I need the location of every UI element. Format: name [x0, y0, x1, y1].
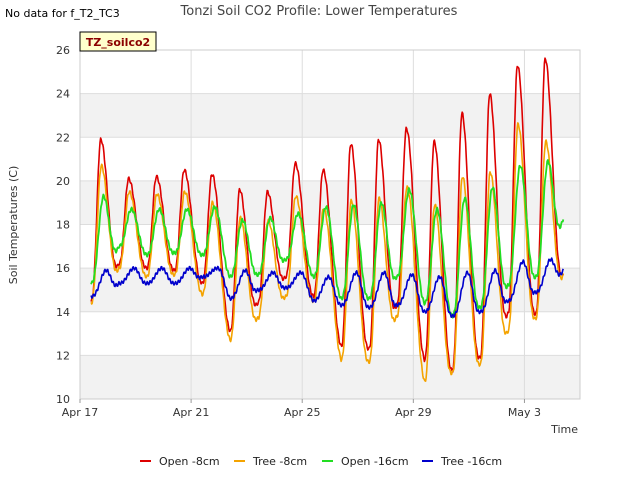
- x-tick-label: Apr 17: [62, 406, 99, 419]
- series-line-tree-16cm: [90, 257, 565, 318]
- x-tick-label: Apr 25: [284, 406, 321, 419]
- series-lines: [90, 57, 565, 382]
- legend: Open -8cm Tree -8cm Open -16cm Tree -16cm: [140, 455, 502, 468]
- series-line-tree-8cm: [90, 122, 565, 382]
- no-data-note: No data for f_T2_TC3: [5, 7, 120, 20]
- y-tick-label: 24: [56, 88, 70, 101]
- y-tick-label: 18: [56, 219, 70, 232]
- x-tick-label: Apr 21: [173, 406, 210, 419]
- x-tick-label: Apr 29: [395, 406, 432, 419]
- series-line-open-16cm: [90, 159, 565, 319]
- x-axis-label: Time: [550, 423, 578, 436]
- plot-frame: [79, 49, 581, 400]
- x-tick-label: May 3: [508, 406, 541, 419]
- y-tick-label: 20: [56, 175, 70, 188]
- site-badge-box: [79, 31, 157, 52]
- y-tick-label: 12: [56, 349, 70, 362]
- site-badge-label: TZ_soilco2: [86, 36, 150, 49]
- y-tick-label: 26: [56, 44, 70, 57]
- series-line-open-8cm: [90, 57, 565, 373]
- grid-band: [80, 355, 580, 399]
- legend-item: Open -8cm: [140, 455, 220, 468]
- y-axis-label: Soil Temperatures (C): [7, 166, 20, 285]
- grid-band: [80, 268, 580, 312]
- chart-title: Tonzi Soil CO2 Profile: Lower Temperatur…: [180, 4, 458, 19]
- legend-label: Open -16cm: [341, 455, 409, 468]
- y-tick-label: 10: [56, 393, 70, 406]
- legend-label: Open -8cm: [159, 455, 220, 468]
- x-axis-ticks: Apr 17 Apr 21 Apr 25 Apr 29 May 3: [62, 399, 541, 419]
- site-badge: TZ_soilco2: [79, 31, 157, 52]
- legend-item: Tree -16cm: [422, 455, 502, 468]
- y-tick-label: 22: [56, 131, 70, 144]
- legend-label: Tree -8cm: [252, 455, 307, 468]
- legend-item: Open -16cm: [322, 455, 409, 468]
- y-tick-label: 16: [56, 262, 70, 275]
- y-tick-label: 14: [56, 306, 70, 319]
- legend-label: Tree -16cm: [440, 455, 502, 468]
- y-axis-ticks: 10 12 14 16 18 20 22 24 26: [56, 44, 70, 406]
- legend-item: Tree -8cm: [234, 455, 307, 468]
- grid-band: [80, 93, 580, 138]
